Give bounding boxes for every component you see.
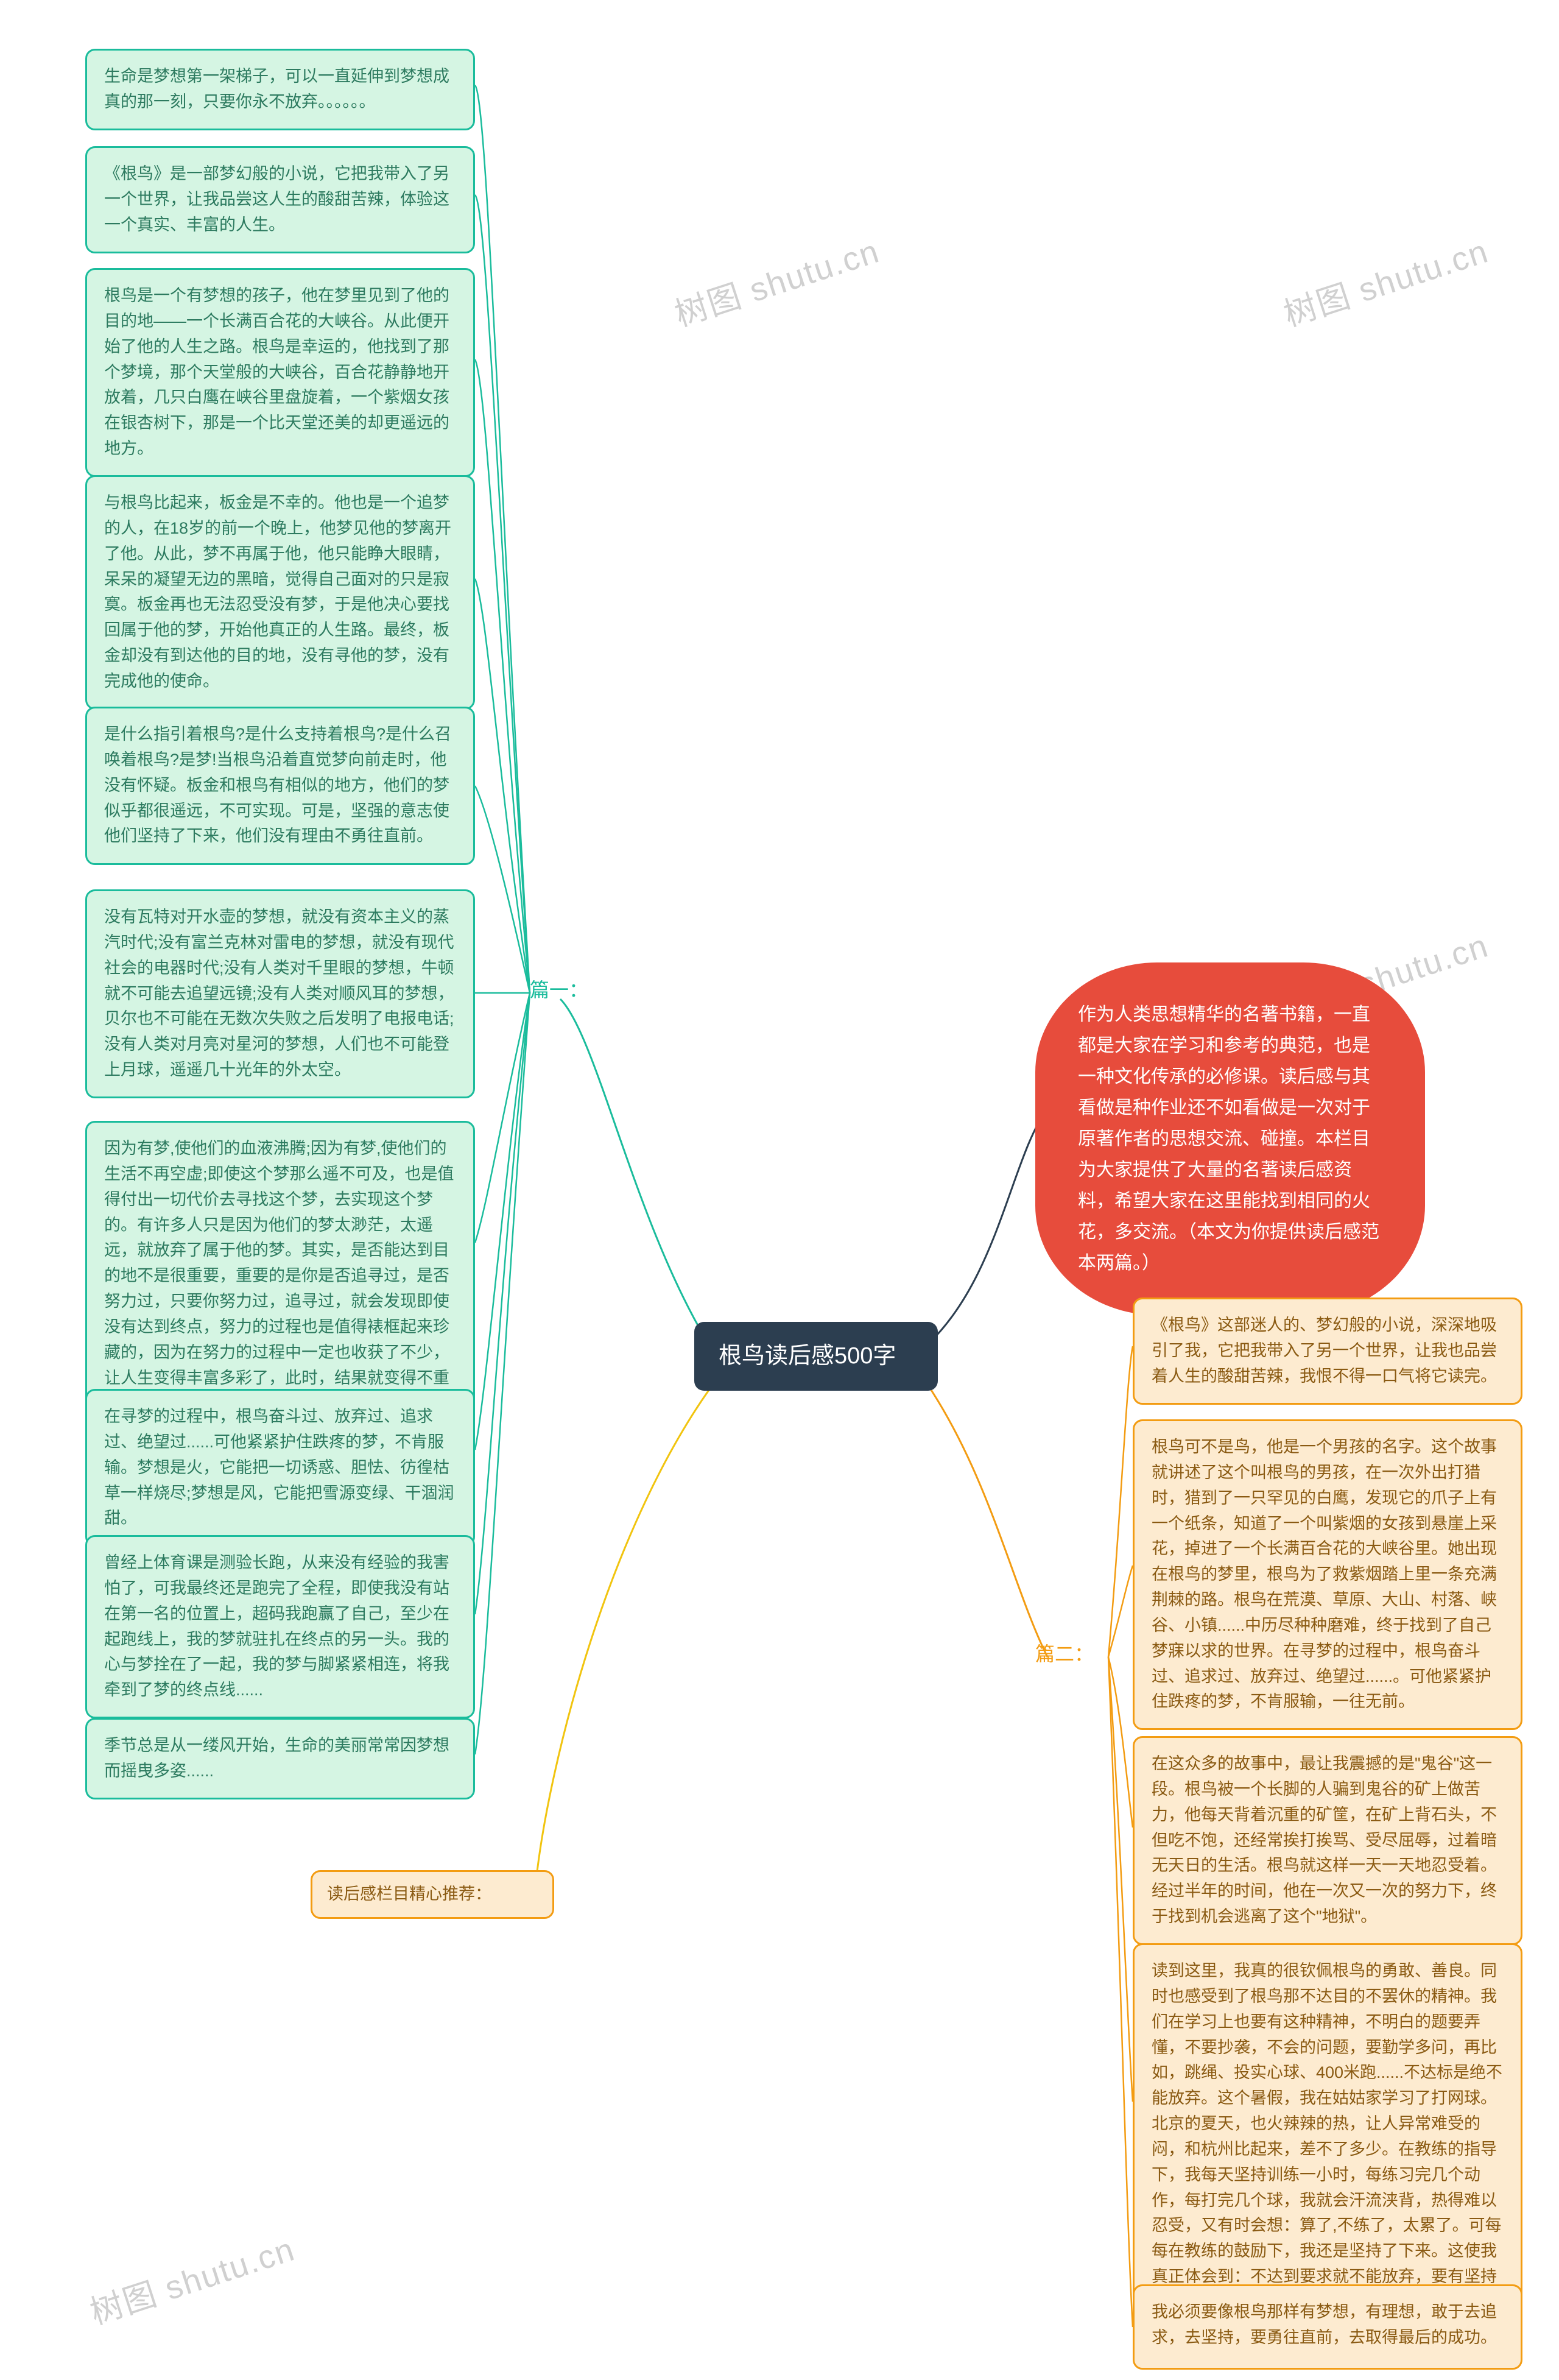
branch-one-leaf: 与根鸟比起来，板金是不幸的。他也是一个追梦的人，在18岁的前一个晚上，他梦见他的… bbox=[85, 475, 475, 710]
center-node: 根鸟读后感500字 bbox=[694, 1322, 938, 1391]
recommend-node: 读后感栏目精心推荐： bbox=[311, 1870, 554, 1919]
branch-one-leaf: 是什么指引着根鸟?是什么支持着根鸟?是什么召唤着根鸟?是梦!当根鸟沿着直觉梦向前… bbox=[85, 707, 475, 865]
branch-two-leaf: 《根鸟》这部迷人的、梦幻般的小说，深深地吸引了我，它把我带入了另一个世界，让我也… bbox=[1133, 1298, 1522, 1405]
watermark: 树图 shutu.cn bbox=[1276, 224, 1493, 336]
branch-one-leaf: 生命是梦想第一架梯子，可以一直延伸到梦想成真的那一刻，只要你永不放弃。。。。。。 bbox=[85, 49, 475, 130]
branch-one-leaf: 曾经上体育课是测验长跑，从来没有经验的我害怕了，可我最终还是跑完了全程，即使我没… bbox=[85, 1535, 475, 1718]
branch-two-leaf: 我必须要像根鸟那样有梦想，有理想，敢于去追求，去坚持，要勇往直前，去取得最后的成… bbox=[1133, 2284, 1522, 2370]
branch-one-leaf: 因为有梦,使他们的血液沸腾;因为有梦,使他们的生活不再空虚;即使这个梦那么遥不可… bbox=[85, 1121, 475, 1432]
branch-one-leaf: 在寻梦的过程中，根鸟奋斗过、放弃过、追求过、绝望过......可他紧紧护住跌疼的… bbox=[85, 1389, 475, 1547]
branch-one-leaf: 根鸟是一个有梦想的孩子，他在梦里见到了他的目的地——一个长满百合花的大峡谷。从此… bbox=[85, 268, 475, 477]
branch-one-label: 篇一： bbox=[530, 975, 588, 1003]
branch-two-leaf: 根鸟可不是鸟，他是一个男孩的名字。这个故事就讲述了这个叫根鸟的男孩，在一次外出打… bbox=[1133, 1419, 1522, 1730]
watermark: 树图 shutu.cn bbox=[83, 2222, 300, 2334]
watermark: 树图 shutu.cn bbox=[667, 224, 884, 336]
branch-one-leaf: 季节总是从一缕风开始，生命的美丽常常因梦想而摇曳多姿...... bbox=[85, 1718, 475, 1799]
branch-two-leaf: 在这众多的故事中，最让我震撼的是"鬼谷"这一段。根鸟被一个长脚的人骗到鬼谷的矿上… bbox=[1133, 1736, 1522, 1945]
branch-two-label: 篇二： bbox=[1035, 1639, 1094, 1667]
intro-node: 作为人类思想精华的名著书籍，一直都是大家在学习和参考的典范，也是一种文化传承的必… bbox=[1035, 962, 1425, 1315]
branch-one-leaf: 《根鸟》是一部梦幻般的小说，它把我带入了另一个世界，让我品尝这人生的酸甜苦辣，体… bbox=[85, 146, 475, 253]
branch-one-leaf: 没有瓦特对开水壶的梦想，就没有资本主义的蒸汽时代;没有富兰克林对雷电的梦想，就没… bbox=[85, 889, 475, 1098]
